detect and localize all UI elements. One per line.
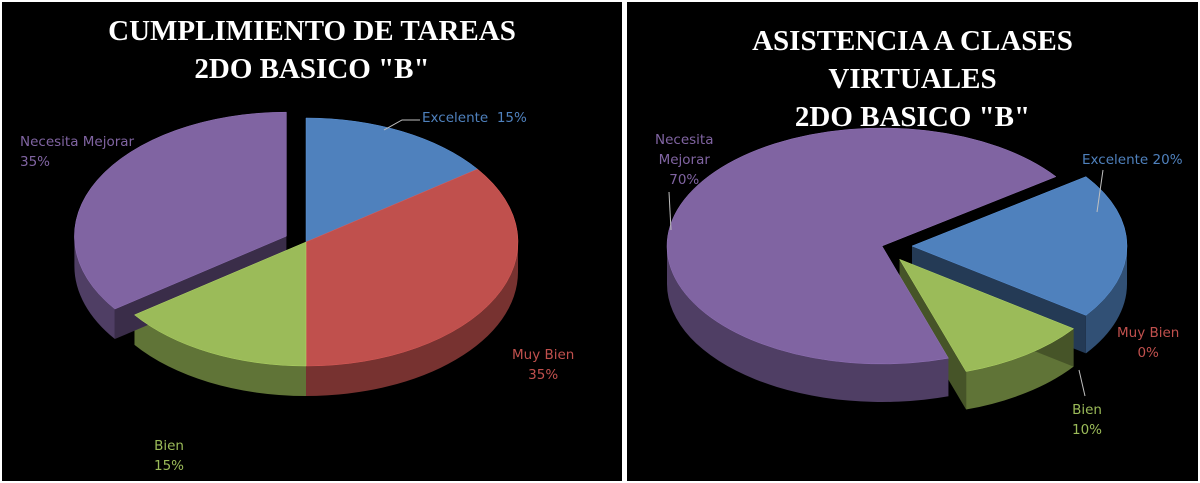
data-label-value: 15% [154,458,185,474]
data-label-value: 15% [496,110,527,126]
pie-chart-tareas [74,111,519,396]
pie-tops [74,111,519,367]
data-label-name: Muy Bien [1117,325,1180,341]
pie-chart-asistencia [666,127,1128,410]
chart-title-line: VIRTUALES [828,63,997,95]
pie-slice-bien [899,258,1075,372]
data-label-line: Necesita [655,132,714,148]
pie-slice-muy-bien [305,168,519,367]
data-label-name: Excelente [422,110,489,126]
chart-title: ASISTENCIA A CLASES VIRTUALES 2DO BASICO… [627,22,1198,136]
data-label-name: Bien [1072,402,1102,418]
chart-title-line: CUMPLIMIENTO DE TAREAS [108,15,516,47]
chart-title: CUMPLIMIENTO DE TAREAS 2DO BASICO "B" [2,12,622,88]
chart-panel-tareas: CUMPLIMIENTO DE TAREAS 2DO BASICO "B" Ex… [2,2,622,481]
pie-slice-wall [74,236,115,340]
data-label-bien: Bien 15% [154,436,184,476]
pie-slice-necesita-mejorar [666,127,1057,365]
data-label-excelente: Excelente 15% [422,108,527,128]
pie-slice-necesita-mejorar [74,111,287,310]
pie-tops [666,127,1128,372]
pie-slice-wall [667,246,949,402]
chart-panel-asistencia: ASISTENCIA A CLASES VIRTUALES 2DO BASICO… [627,2,1198,481]
data-label-name: Muy Bien [512,347,575,363]
data-label-excelente: Excelente 20% [1082,150,1183,170]
data-label-line: 70% [669,172,700,188]
leader-line [1078,369,1086,397]
data-label-value: 0% [1137,345,1159,361]
data-label-muy-bien: Muy Bien 35% [512,345,574,385]
data-label-name: Excelente [1082,152,1149,168]
data-label-value: 20% [1152,152,1183,168]
data-label-bien: Bien 10% [1072,400,1102,440]
data-label-value: 10% [1072,422,1103,438]
pie-slice-wall [306,242,518,396]
data-label-name: Bien [154,438,184,454]
chart-title-line: 2DO BASICO "B" [794,101,1031,133]
pie-slice-excelente [305,117,478,243]
pie-slice-excelente [911,176,1128,316]
leader-line [668,191,672,231]
data-label-muy-bien: Muy Bien 0% [1117,323,1179,363]
pie-slice-bien [134,241,307,367]
pie-slice-wall [1085,246,1127,354]
data-label-necesita-mejorar: Necesita Mejorar 70% [655,130,713,190]
chart-title-line: 2DO BASICO "B" [194,53,430,85]
chart-title-line: ASISTENCIA A CLASES [752,25,1073,57]
data-label-line: Mejorar [658,152,710,168]
data-label-necesita-mejorar: Necesita Mejorar 35% [20,132,134,172]
data-label-value: 35% [20,154,51,170]
data-label-value: 35% [528,367,559,383]
leader-line [383,119,420,131]
data-label-name: Necesita Mejorar [20,134,135,150]
leader-line [1096,169,1104,213]
